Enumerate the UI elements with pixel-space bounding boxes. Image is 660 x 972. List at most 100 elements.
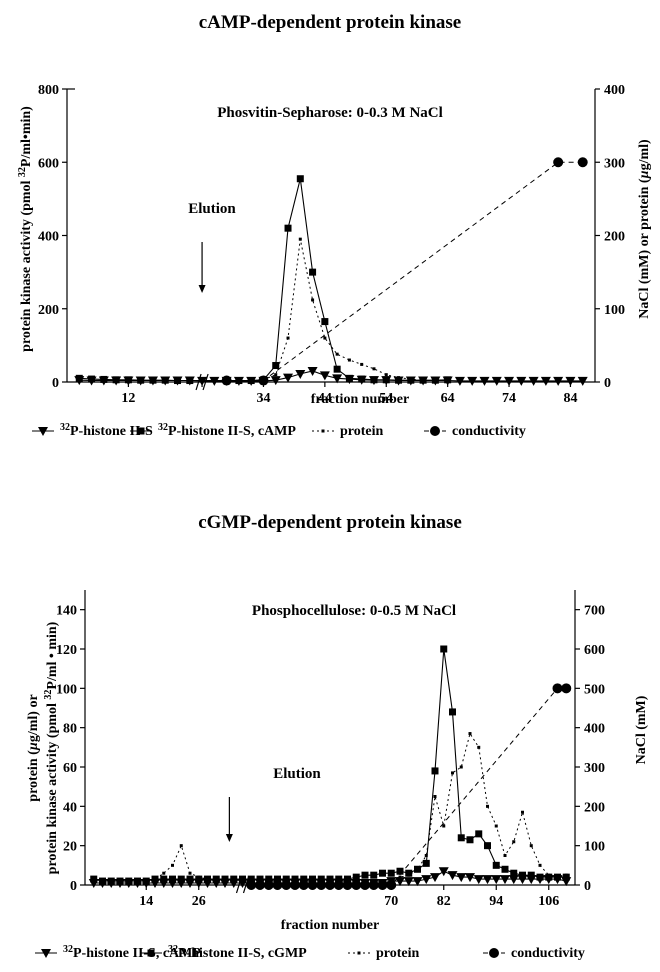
- y2-tick-label: 300: [604, 156, 625, 171]
- series-protein: [261, 237, 425, 383]
- data-point: [188, 871, 192, 875]
- x-tick-label: 64: [441, 391, 455, 406]
- series-line: [146, 732, 567, 882]
- data-point: [316, 880, 327, 890]
- data-point: [232, 877, 236, 881]
- y2-tick-label: 500: [584, 682, 605, 697]
- data-point: [456, 873, 467, 883]
- data-point: [444, 376, 452, 384]
- data-point: [169, 875, 176, 883]
- data-point: [553, 376, 564, 386]
- data-point: [274, 875, 281, 883]
- data-point: [298, 237, 302, 241]
- data-point: [326, 875, 334, 883]
- data-point: [370, 871, 378, 879]
- data-point: [100, 375, 108, 383]
- data-point: [311, 298, 315, 302]
- legend-marker: [38, 427, 48, 436]
- x-tick-label: 26: [192, 894, 206, 909]
- data-point: [307, 367, 318, 377]
- data-point: [503, 854, 507, 857]
- data-point: [161, 376, 169, 384]
- data-point: [282, 875, 290, 883]
- data-point: [160, 875, 168, 883]
- elution-arrow-head: [225, 834, 233, 842]
- legend-marker: [357, 951, 361, 955]
- data-point: [424, 854, 428, 857]
- x-tick-label: 12: [121, 391, 135, 406]
- data-point: [360, 362, 364, 366]
- legend-label: 32P-histone II-S: [60, 422, 153, 439]
- data-point: [412, 877, 423, 887]
- data-point: [397, 376, 401, 380]
- data-point: [342, 880, 353, 890]
- data-point: [321, 318, 329, 326]
- data-point: [421, 875, 432, 885]
- data-point: [508, 875, 519, 885]
- data-point: [431, 767, 439, 775]
- chart-title: cAMP-dependent protein kinase: [199, 12, 461, 33]
- data-point: [500, 875, 510, 885]
- data-point: [246, 880, 257, 890]
- data-point: [197, 875, 201, 879]
- data-point: [442, 824, 446, 828]
- data-point: [440, 645, 448, 653]
- y-tick-label: 400: [38, 230, 59, 245]
- chart-annotation: Phosphocellulose: 0-0.5 M NaCl: [252, 603, 456, 619]
- data-point: [174, 377, 182, 385]
- data-point: [347, 358, 351, 362]
- data-point: [112, 376, 120, 384]
- data-point: [247, 875, 255, 883]
- data-point: [459, 765, 463, 769]
- data-point: [352, 873, 360, 881]
- data-point: [486, 804, 489, 808]
- legend-label: protein: [376, 946, 420, 961]
- data-point: [290, 880, 300, 890]
- data-point: [186, 875, 194, 883]
- data-point: [75, 374, 83, 382]
- data-point: [430, 873, 440, 883]
- data-point: [333, 365, 341, 373]
- data-point: [345, 374, 353, 382]
- legend-text: P-histone II-S: [70, 424, 153, 439]
- data-point: [553, 157, 564, 168]
- data-point: [467, 376, 478, 386]
- data-point: [107, 877, 115, 885]
- axis-break-mark: [195, 373, 202, 391]
- legend-superscript: 32: [168, 944, 178, 955]
- data-point: [270, 376, 281, 386]
- data-point: [468, 732, 472, 736]
- data-point: [351, 880, 362, 890]
- series-conductivity: [221, 157, 588, 386]
- data-point: [197, 376, 208, 386]
- data-point: [124, 376, 132, 384]
- data-point: [307, 880, 318, 890]
- y-tick-label: 120: [56, 643, 77, 658]
- y-tick-label: 100: [56, 682, 77, 697]
- data-point: [516, 376, 527, 386]
- data-point: [465, 873, 475, 883]
- legend-label: 32P-histone II-S, cAMP: [63, 944, 201, 961]
- data-point: [416, 867, 419, 871]
- data-point: [386, 880, 397, 890]
- data-point: [162, 871, 166, 875]
- data-point: [451, 771, 454, 775]
- data-point: [562, 873, 570, 881]
- data-point: [482, 875, 493, 885]
- y2-tick-label: 100: [604, 303, 625, 318]
- data-point: [149, 376, 157, 384]
- legend-item: protein: [312, 424, 384, 439]
- x-axis-label: fraction number: [281, 918, 379, 933]
- data-point: [547, 873, 551, 877]
- data-point: [368, 880, 379, 890]
- data-point: [88, 375, 96, 383]
- legend-label: protein: [340, 424, 384, 439]
- legend-marker: [41, 949, 51, 958]
- elution-label: Elution: [188, 201, 236, 217]
- x-tick-label: 106: [538, 894, 559, 909]
- data-point: [99, 877, 106, 885]
- data-point: [504, 376, 515, 386]
- legend-text: P-histone II-S, cGMP: [178, 946, 307, 961]
- data-point: [206, 877, 209, 881]
- data-point: [403, 877, 414, 887]
